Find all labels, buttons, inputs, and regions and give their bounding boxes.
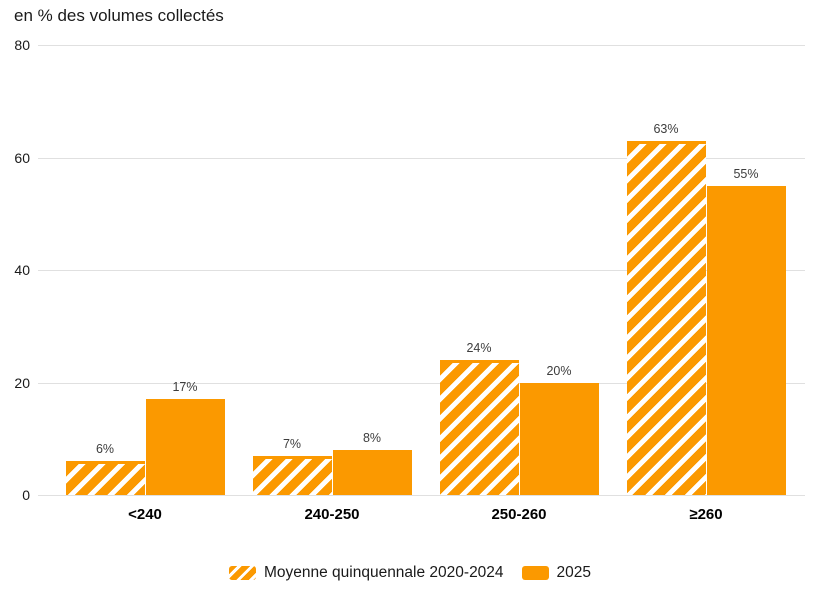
- x-axis-label: <240: [128, 506, 162, 523]
- bar-value-label: 24%: [466, 341, 492, 355]
- gridline: [38, 495, 805, 496]
- bar-solid: [706, 185, 786, 495]
- bar-value-label: 17%: [172, 380, 198, 395]
- bar-solid: [519, 382, 599, 495]
- bar-value-label: 6%: [95, 442, 115, 457]
- bar-wrapper: 6%: [65, 442, 145, 495]
- bar-group: 6% 17%: [65, 45, 225, 495]
- bar-value-label: 7%: [282, 436, 302, 451]
- x-axis-label: 250-260: [491, 506, 547, 523]
- bar-wrapper: 8%: [332, 431, 412, 495]
- bar-wrapper: 63%: [626, 121, 706, 495]
- y-tick-label: 60: [14, 149, 30, 166]
- x-axis-label: ≥260: [689, 506, 723, 523]
- gridline: [38, 45, 805, 46]
- bar-wrapper: 17%: [145, 380, 225, 495]
- bar-value-label: 8%: [362, 431, 382, 445]
- bar-value-label: 63%: [653, 121, 679, 136]
- y-tick-label: 40: [14, 262, 30, 278]
- y-tick-label: 0: [22, 487, 30, 503]
- y-tick-label: 20: [14, 374, 30, 391]
- gridline: [38, 157, 805, 159]
- bar-hatched: [626, 140, 706, 495]
- bar-solid: [332, 450, 412, 495]
- legend-label-moyenne: Moyenne quinquennale 2020-2024: [263, 564, 504, 581]
- bar-wrapper: 7%: [252, 436, 332, 495]
- bar-hatched: [65, 461, 145, 495]
- bar-value-label: 20%: [546, 363, 572, 378]
- legend: Moyenne quinquennale 2020-2024 2025: [0, 564, 820, 582]
- bar-solid: [145, 399, 225, 495]
- chart-title: en % des volumes collectés: [14, 6, 224, 25]
- x-axis-label: 240-250: [304, 506, 360, 523]
- gridline: [38, 382, 805, 384]
- bar-hatched: [439, 360, 519, 495]
- bar-hatched: [252, 455, 332, 495]
- bar-wrapper: 24%: [439, 341, 519, 495]
- bar-group: 7% 8%: [252, 45, 412, 495]
- y-tick-label: 80: [14, 37, 30, 53]
- bar-group: 63% 55%: [626, 45, 786, 495]
- bar-value-label: 55%: [733, 166, 759, 181]
- gridline: [38, 270, 805, 271]
- bar-wrapper: 20%: [519, 363, 599, 495]
- legend-label-2025: 2025: [556, 564, 592, 581]
- legend-swatch-2025: [521, 566, 549, 580]
- legend-swatch-hatched: [228, 566, 256, 580]
- bar-wrapper: 55%: [706, 166, 786, 495]
- bar-group: 24% 20%: [439, 45, 599, 495]
